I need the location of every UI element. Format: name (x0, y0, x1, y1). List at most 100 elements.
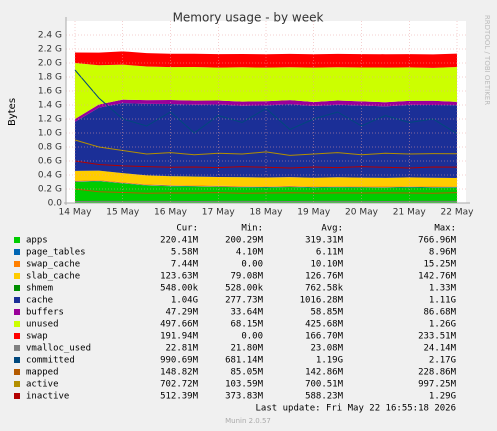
legend-stat: 512.39M (160, 392, 199, 402)
legend-stat: 85.05M (230, 368, 263, 378)
legend-stat: 1.29G (429, 392, 456, 402)
legend-stat: 6.11M (316, 248, 344, 258)
legend-stat: 8.96M (429, 248, 457, 258)
area-series (75, 180, 457, 188)
legend-swatch (14, 237, 20, 243)
x-tick-label: 14 May (59, 208, 93, 218)
legend-column-header: Cur: (176, 224, 198, 234)
last-update: Last update: Fri May 22 16:55:18 2026 (256, 404, 456, 414)
legend-stat: 33.64M (230, 308, 263, 318)
legend-stat: 700.51M (305, 380, 344, 390)
legend-column-header: Max: (434, 224, 456, 234)
legend-entry: active (26, 380, 59, 390)
legend-entry: slab_cache (26, 272, 80, 282)
legend-swatch (14, 309, 20, 315)
line-series (74, 139, 458, 156)
legend-entry: swap_cache (26, 260, 80, 270)
legend-stat: 15.25M (423, 260, 456, 270)
area-series (75, 63, 457, 120)
legend-column-header: Min: (241, 224, 263, 234)
legend-stat: 1.11G (429, 296, 456, 306)
side-text: RRDTOOL / TOBI OETIKER (483, 15, 491, 105)
legend-stat: 4.10M (236, 248, 264, 258)
legend-stat: 990.69M (160, 356, 199, 366)
legend-stat: 21.80M (230, 344, 263, 354)
x-tick-label: 22 May (441, 208, 475, 218)
legend-stat: 319.31M (305, 236, 344, 246)
legend-stat: 548.00k (160, 284, 199, 294)
legend-stat: 233.51M (418, 332, 457, 342)
legend-swatch (14, 249, 20, 255)
legend-stat: 191.94M (160, 332, 199, 342)
legend-stat: 2.17G (429, 356, 456, 366)
x-tick-label: 17 May (202, 208, 236, 218)
legend-swatch (14, 273, 20, 279)
legend-entry: inactive (26, 392, 69, 402)
y-tick-label: 0.2 G (38, 185, 62, 195)
legend-entry: shmem (26, 284, 53, 294)
legend-stat: 58.85M (310, 308, 343, 318)
legend-stat: 22.81M (165, 344, 198, 354)
legend-swatch (14, 345, 20, 351)
x-tick-label: 19 May (297, 208, 331, 218)
legend-stat: 1.26G (429, 320, 456, 330)
legend-stat: 528.00k (225, 284, 264, 294)
legend-stat: 126.76M (305, 272, 344, 282)
legend-stat: 7.44M (171, 260, 199, 270)
legend-stat: 762.58k (305, 284, 344, 294)
legend-stat: 0.00 (241, 332, 263, 342)
x-tick-label: 15 May (106, 208, 140, 218)
y-tick-label: 0.6 G (38, 157, 62, 167)
legend-entry: apps (26, 236, 48, 246)
legend-entry: cache (26, 296, 53, 306)
area-series (75, 170, 457, 179)
legend-stat: 123.63M (160, 272, 199, 282)
y-tick-label: 1.8 G (38, 73, 62, 83)
legend-entry: vmalloc_used (26, 344, 91, 354)
legend-swatch (14, 381, 20, 387)
legend-stat: 142.86M (305, 368, 344, 378)
x-tick-label: 18 May (250, 208, 284, 218)
legend-stat: 702.72M (160, 380, 199, 390)
legend-entry: committed (26, 356, 75, 366)
legend-entry: swap (26, 332, 48, 342)
legend-stat: 1.19G (316, 356, 343, 366)
legend-stat: 142.76M (418, 272, 457, 282)
y-tick-label: 1.4 G (38, 101, 62, 111)
legend-stat: 425.68M (305, 320, 344, 330)
legend-stat: 10.10M (310, 260, 343, 270)
y-tick-label: 2.0 G (38, 59, 62, 69)
legend-stat: 497.66M (160, 320, 199, 330)
legend-stat: 0.00 (241, 260, 263, 270)
y-axis-label: Bytes (7, 98, 18, 126)
x-tick-label: 21 May (393, 208, 427, 218)
legend-stat: 103.59M (225, 380, 264, 390)
legend-stat: 79.08M (230, 272, 263, 282)
legend-swatch (14, 369, 20, 375)
y-tick-label: 1.2 G (38, 115, 62, 125)
legend-stat: 997.25M (418, 380, 457, 390)
legend-stat: 277.73M (225, 296, 264, 306)
line-series (74, 160, 458, 169)
legend-entry: unused (26, 320, 59, 330)
legend-entry: page_tables (26, 248, 86, 258)
legend-stat: 766.96M (418, 236, 457, 246)
legend-swatch (14, 321, 20, 327)
legend-stat: 1.33M (429, 284, 457, 294)
legend-stat: 220.41M (160, 236, 199, 246)
legend-swatch (14, 333, 20, 339)
legend-stat: 1016.28M (300, 296, 344, 306)
area-series (75, 170, 457, 187)
legend-stat: 373.83M (225, 392, 264, 402)
legend-stat: 47.29M (165, 308, 198, 318)
legend-stat: 1.04G (171, 296, 198, 306)
legend-swatch (14, 297, 20, 303)
y-tick-label: 0.4 G (38, 171, 62, 181)
y-tick-label: 1.0 G (38, 129, 62, 139)
y-tick-label: 2.2 G (38, 45, 62, 55)
legend-stat: 24.14M (423, 344, 456, 354)
legend-stat: 166.70M (305, 332, 344, 342)
legend-stat: 228.86M (418, 368, 457, 378)
y-tick-label: 1.6 G (38, 87, 62, 97)
